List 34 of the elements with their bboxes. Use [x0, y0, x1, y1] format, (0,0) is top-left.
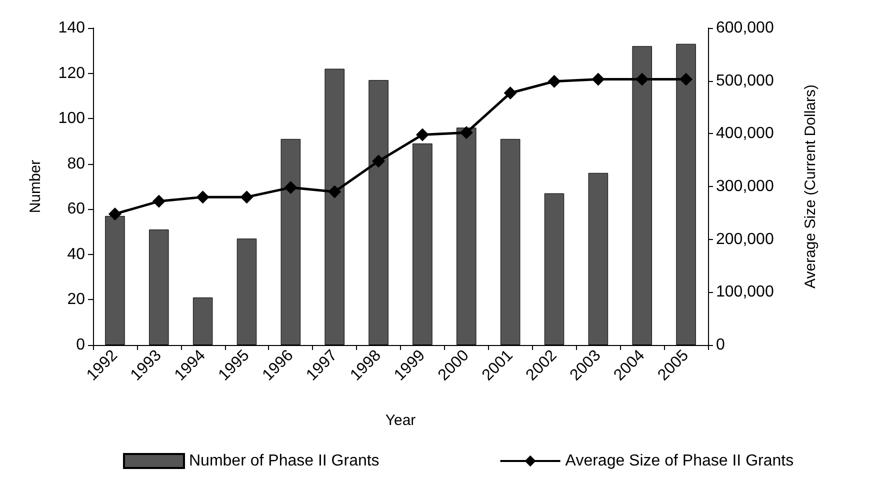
point — [504, 86, 517, 100]
point — [240, 190, 254, 204]
legend-label: Number of Phase II Grants — [189, 452, 380, 470]
point — [196, 190, 210, 204]
point — [548, 74, 561, 88]
point — [680, 72, 693, 86]
y2-tick-label: 300,000 — [716, 178, 774, 195]
point — [372, 154, 386, 168]
y-tick-label: 140 — [58, 20, 86, 36]
y2-tick-label: 500,000 — [716, 72, 774, 90]
y-tick-label: 100 — [58, 110, 86, 128]
x-axis-title: Year — [385, 412, 416, 429]
point — [152, 194, 166, 208]
point — [416, 128, 429, 142]
point — [284, 181, 298, 194]
y-tick-label: 20 — [67, 291, 86, 308]
y-tick-label: 80 — [67, 155, 86, 172]
y-tick-label: 0 — [76, 336, 86, 354]
y2-tick-label: 200,000 — [716, 230, 774, 248]
y2-tick-label: 0 — [716, 336, 725, 354]
y-tick-label: 40 — [67, 246, 86, 263]
point — [460, 126, 473, 140]
y2-axis-title: Average Size (Current Dollars) — [802, 84, 819, 288]
point — [108, 207, 122, 220]
y2-tick-label: 400,000 — [716, 125, 774, 142]
y2-tick-label: 100,000 — [716, 284, 774, 301]
y2-tick-label: 600,000 — [716, 20, 774, 36]
point — [328, 185, 342, 198]
y-tick-label: 120 — [58, 64, 86, 82]
point — [592, 72, 605, 86]
legend-label: Average Size of Phase II Grants — [565, 452, 794, 470]
point — [636, 72, 649, 86]
y-tick-label: 60 — [67, 200, 86, 218]
y-axis-title: Number — [27, 160, 44, 214]
